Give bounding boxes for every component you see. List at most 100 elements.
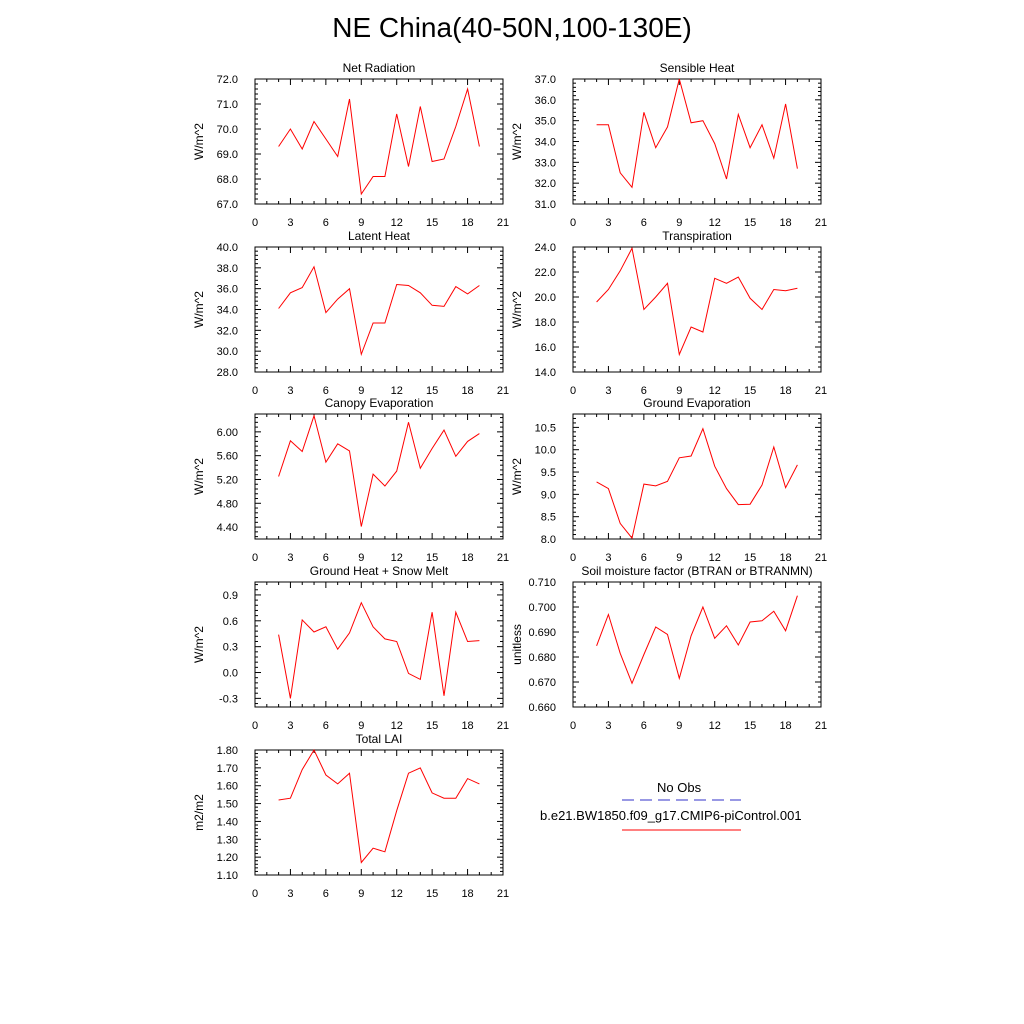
x-tick-label: 6: [641, 217, 647, 229]
x-tick-label: 6: [323, 217, 329, 229]
y-tick-label: 8.5: [541, 512, 556, 524]
x-tick-label: 21: [815, 552, 827, 564]
x-tick-label: 15: [426, 720, 438, 732]
x-tick-label: 6: [641, 720, 647, 732]
y-tick-label: 1.20: [217, 852, 238, 864]
x-tick-label: 12: [709, 385, 721, 397]
x-tick-label: 12: [709, 720, 721, 732]
y-tick-label: 72.0: [217, 74, 238, 86]
x-tick-label: 6: [641, 385, 647, 397]
panel-7: 0 3 6 9 12 15 18 21 0.660 0.670 0.680 0.690 0.700 0.7…: [510, 564, 827, 732]
panel-title: Ground Evaporation: [643, 396, 750, 410]
x-tick-label: 21: [497, 552, 509, 564]
x-tick-label: 12: [391, 217, 403, 229]
x-tick-label: 12: [709, 217, 721, 229]
y-tick-label: 9.5: [541, 467, 556, 479]
x-tick-label: 18: [461, 217, 473, 229]
plot-frame: [572, 581, 822, 708]
x-tick-label: 0: [252, 720, 258, 732]
y-tick-label: 0.700: [528, 602, 556, 614]
y-tick-label: 0.660: [528, 702, 556, 714]
plot-frame: [572, 413, 822, 540]
plot-frame: [254, 749, 504, 876]
x-tick-label: 3: [605, 217, 611, 229]
y-tick-label: 1.10: [217, 870, 238, 882]
y-tick-label: 70.0: [217, 124, 238, 136]
y-axis-label: W/m^2: [510, 291, 524, 328]
x-tick-label: 0: [570, 217, 576, 229]
x-tick-label: 9: [676, 720, 682, 732]
x-tick-label: 0: [252, 217, 258, 229]
x-tick-label: 18: [779, 217, 791, 229]
x-tick-label: 9: [676, 552, 682, 564]
y-tick-label: 4.80: [217, 498, 238, 510]
y-tick-label: 0.690: [528, 627, 556, 639]
panel-0: 0 3 6 9 12 15 18 21 67.0 68.0 69.0 70.0 71.0 72.0 Net …: [192, 61, 509, 229]
y-tick-label: 1.80: [217, 745, 238, 757]
x-tick-label: 18: [461, 720, 473, 732]
x-tick-label: 15: [744, 385, 756, 397]
x-tick-label: 9: [676, 385, 682, 397]
x-tick-label: 15: [744, 552, 756, 564]
y-tick-label: 20.0: [535, 292, 556, 304]
y-tick-label: 22.0: [535, 267, 556, 279]
legend-label-no-obs: No Obs: [657, 780, 702, 795]
y-tick-label: 0.6: [223, 616, 238, 628]
y-axis-label: W/m^2: [192, 123, 206, 160]
plot-frame: [572, 246, 822, 373]
y-tick-label: 5.60: [217, 451, 238, 463]
y-tick-label: 32.0: [217, 325, 238, 337]
series-line: [596, 78, 798, 189]
panel-title: Net Radiation: [343, 61, 416, 75]
y-tick-label: 34.0: [217, 305, 238, 317]
y-tick-label: 67.0: [217, 199, 238, 211]
y-tick-label: 0.0: [223, 668, 238, 680]
y-tick-label: 68.0: [217, 174, 238, 186]
panel-title: Soil moisture factor (BTRAN or BTRANMN): [581, 564, 812, 578]
x-tick-label: 6: [323, 552, 329, 564]
y-tick-label: 34.0: [535, 137, 556, 149]
series-line: [596, 427, 798, 540]
plot-frame: [254, 413, 504, 540]
y-tick-label: 0.9: [223, 590, 238, 602]
y-tick-label: 71.0: [217, 99, 238, 111]
x-tick-label: 0: [570, 552, 576, 564]
x-tick-label: 21: [497, 385, 509, 397]
x-tick-label: 15: [744, 217, 756, 229]
x-tick-label: 3: [287, 552, 293, 564]
x-tick-label: 18: [779, 552, 791, 564]
x-tick-label: 3: [605, 552, 611, 564]
y-tick-label: 1.70: [217, 763, 238, 775]
y-tick-label: 36.0: [535, 95, 556, 107]
y-tick-label: 24.0: [535, 242, 556, 254]
y-axis-label: W/m^2: [510, 123, 524, 160]
x-tick-label: 9: [358, 888, 364, 900]
y-tick-label: 9.0: [541, 489, 556, 501]
x-tick-label: 18: [461, 385, 473, 397]
panel-4: 0 3 6 9 12 15 18 21 4.40 4.80 5.20 5.60 6.00 Canopy E…: [192, 396, 509, 564]
x-tick-label: 0: [252, 552, 258, 564]
y-axis-label: unitless: [510, 624, 524, 665]
y-tick-label: 5.20: [217, 474, 238, 486]
x-tick-label: 18: [461, 552, 473, 564]
y-axis-label: W/m^2: [510, 458, 524, 495]
y-tick-label: 28.0: [217, 367, 238, 379]
y-tick-label: 10.5: [535, 422, 556, 434]
panel-title: Canopy Evaporation: [325, 396, 434, 410]
series-line: [278, 748, 480, 864]
x-tick-label: 21: [497, 888, 509, 900]
y-tick-label: -0.3: [219, 693, 238, 705]
x-tick-label: 6: [323, 720, 329, 732]
x-tick-label: 21: [815, 385, 827, 397]
y-tick-label: 14.0: [535, 367, 556, 379]
y-tick-label: 1.40: [217, 816, 238, 828]
y-tick-label: 40.0: [217, 242, 238, 254]
x-tick-label: 3: [287, 385, 293, 397]
y-tick-label: 33.0: [535, 157, 556, 169]
x-tick-label: 15: [426, 217, 438, 229]
y-tick-label: 16.0: [535, 342, 556, 354]
y-tick-label: 30.0: [217, 346, 238, 358]
x-tick-label: 18: [461, 888, 473, 900]
y-axis-label: W/m^2: [192, 291, 206, 328]
y-axis-label: W/m^2: [192, 458, 206, 495]
